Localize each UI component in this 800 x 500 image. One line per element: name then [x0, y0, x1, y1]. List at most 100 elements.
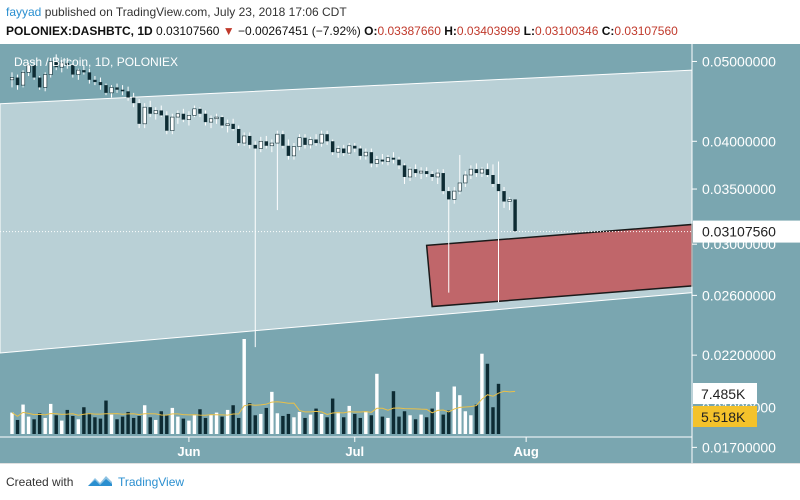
tradingview-logo-icon[interactable]: [86, 472, 114, 490]
volume-bar: [297, 411, 302, 434]
volume-bar: [32, 419, 36, 434]
volume-bar: [60, 420, 64, 434]
candle-body: [231, 123, 235, 129]
volume-bar: [380, 416, 385, 434]
candle-body: [43, 74, 48, 88]
candle-body: [513, 199, 517, 232]
volume-bar: [386, 417, 390, 434]
candle-body: [353, 145, 357, 149]
volume-bar: [148, 417, 152, 434]
last-price-badge: [693, 220, 800, 243]
time-axis[interactable]: Jun Jul Aug: [0, 436, 692, 459]
close-label: C:: [601, 24, 615, 38]
volume-bar: [270, 391, 274, 434]
candle-body: [21, 72, 26, 86]
candle-body: [192, 108, 197, 116]
candle-body: [319, 133, 324, 144]
low-value: 0.03100346: [534, 24, 599, 38]
candle-body: [491, 175, 495, 184]
candle-body: [26, 64, 31, 73]
volume-bar: [82, 407, 86, 434]
candle-body: [120, 89, 125, 92]
volume-bars: [10, 339, 516, 434]
candle-body: [435, 172, 440, 178]
volume-bar: [104, 400, 108, 434]
candle-body: [115, 87, 119, 90]
candle-body: [142, 106, 147, 125]
candle-body: [303, 137, 307, 145]
volume-bar: [93, 417, 97, 434]
volume-badge: [693, 383, 757, 404]
candle-body: [153, 110, 158, 115]
price-tick-label: 0.01700000: [702, 439, 776, 455]
candle-body: [87, 72, 92, 80]
candle-body: [380, 159, 385, 162]
volume-bar: [15, 419, 20, 434]
candle-body: [430, 174, 434, 177]
candle-body: [65, 62, 69, 66]
author-link[interactable]: fayyad: [6, 5, 42, 19]
price-tick-label: 0.03500000: [702, 181, 776, 197]
volume-bar: [275, 413, 280, 434]
candle-body: [408, 168, 413, 178]
candle-body: [474, 169, 479, 174]
candle-body: [397, 159, 401, 166]
candle-body: [175, 113, 180, 118]
candle-body: [485, 169, 490, 176]
candle-body: [220, 117, 224, 126]
created-with-text: Created with: [6, 475, 74, 489]
candle-body: [59, 62, 64, 68]
volume-bar: [137, 415, 141, 434]
candle-body: [325, 134, 329, 142]
volume-bar: [353, 413, 357, 434]
candle-body: [447, 191, 451, 200]
symbol-info: POLONIEX:DASHBTC, 1D 0.03107560 ▼ −0.002…: [6, 24, 678, 38]
volume-bar: [115, 419, 119, 434]
volume-bar: [491, 407, 495, 434]
volume-bar: [259, 413, 263, 434]
volume-bar: [225, 409, 230, 434]
volume-bar: [447, 410, 451, 434]
volume-bar: [71, 415, 75, 434]
tradingview-brand-link[interactable]: TradingView: [118, 475, 185, 489]
volume-bar: [364, 411, 368, 434]
volume-bar: [21, 404, 25, 434]
candle-body: [48, 61, 53, 75]
candle-body: [170, 116, 175, 132]
volume-bar: [435, 391, 440, 434]
candle-body: [209, 118, 214, 123]
candle-body: [413, 169, 418, 174]
volume-bar: [397, 416, 401, 434]
candle-body: [269, 142, 274, 147]
candle-body: [419, 170, 424, 174]
volume-bar: [48, 403, 53, 434]
volume-bar: [37, 413, 42, 434]
candle-body: [496, 183, 501, 192]
candle-body: [391, 157, 396, 160]
candle-body: [457, 182, 462, 192]
down-arrow-icon: ▼: [222, 24, 235, 38]
candle-body: [479, 168, 484, 174]
candle-body: [281, 134, 285, 146]
price-chart[interactable]: 0.050000000.040000000.035000000.03000000…: [0, 44, 800, 463]
candle-body: [330, 141, 335, 153]
candle-body: [253, 144, 257, 149]
volume-bar: [496, 383, 501, 434]
volume-bar: [264, 407, 269, 434]
candle-body: [181, 113, 186, 120]
volume-bar: [441, 414, 445, 434]
candle-body: [104, 85, 108, 93]
candle-body: [314, 139, 318, 144]
candle-body: [186, 115, 191, 120]
high-label: H:: [444, 24, 457, 38]
volume-bar: [192, 414, 197, 434]
volume-bar: [480, 353, 484, 434]
volume-bar: [170, 407, 175, 434]
candle-body: [297, 137, 302, 147]
publish-info: fayyad published on TradingView.com, Jul…: [6, 5, 347, 19]
volume-bar: [319, 413, 324, 434]
candle-body: [502, 191, 506, 202]
last-price-value: 0.03107560: [156, 24, 220, 38]
candle-body: [385, 157, 390, 162]
candle-body: [9, 77, 15, 81]
